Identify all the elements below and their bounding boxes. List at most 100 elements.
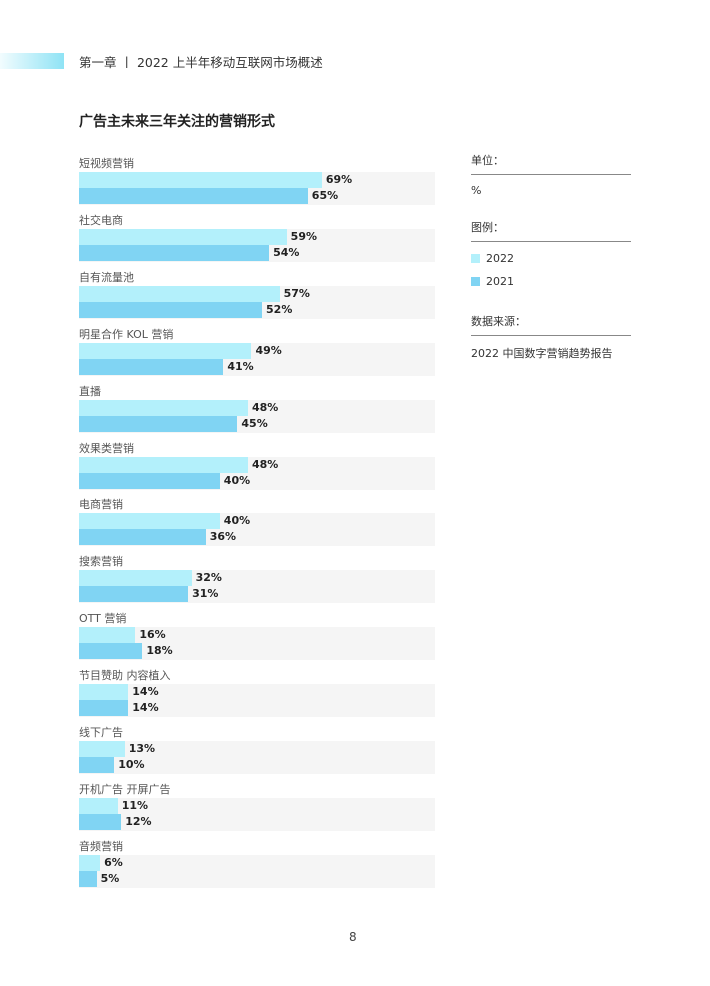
value-label-2022: 48% [251,457,279,471]
bar-2021 [79,813,122,830]
value-label-2022: 69% [325,173,353,186]
category-label: 开机广告 开屏广告 [79,782,171,796]
legend-label-2022: 2022 [486,252,514,265]
value-label-2021: 41% [227,359,254,373]
page-number: 8 [349,930,357,944]
bar-2021 [79,244,270,261]
source-label: 数据来源： [471,315,526,328]
value-label-2022: 40% [223,514,251,528]
category-label: 搜索营销 [79,555,123,569]
value-label-2021: 31% [192,587,219,601]
bar-group: 电商营销 40% 36% [79,491,439,548]
bar-2021 [79,870,97,887]
value-label-2021: 18% [146,644,173,658]
legend-swatch-2021 [471,277,480,286]
bar-2022 [79,285,280,302]
category-label: 社交电商 [79,213,123,227]
bar-group: 搜索营销 32% 31% [79,548,439,605]
value-label-2022: 6% [104,855,123,869]
bar-2021 [79,643,143,660]
category-label: OTT 营销 [79,612,127,626]
source-section: 数据来源： 2022 中国数字营销趋势报告 [471,313,631,361]
unit-divider [471,174,631,175]
value-label-2022: 13% [128,742,156,755]
bar-group: 开机广告 开屏广告 11% 12% [79,776,439,833]
source-value: 2022 中国数字营销趋势报告 [471,347,613,360]
category-label: 效果类营销 [79,441,134,455]
bar-2021 [79,188,308,204]
value-label-2021: 10% [118,758,145,771]
value-label-2021: 45% [241,416,268,430]
bar-track: 32% 31% [79,570,435,604]
bar-2022 [79,342,252,359]
unit-label: 单位： [471,154,504,167]
chapter-header: 第一章 丨 2022 上半年移动互联网市场概述 [79,55,323,70]
legend-item-2021: 2021 [471,275,631,288]
bar-2021 [79,415,238,432]
bar-2022 [79,854,101,871]
bar-2022 [79,570,192,587]
value-label-2022: 48% [251,400,279,414]
bar-2022 [79,513,220,530]
value-label-2022: 16% [139,628,166,642]
value-label-2021: 40% [223,473,251,487]
bar-group: 音频营销 6% 5% [79,833,439,890]
category-label: 自有流量池 [79,270,134,284]
category-label: 音频营销 [79,839,123,853]
bar-2022 [79,684,129,701]
bar-2022 [79,228,287,245]
bar-track: 11% 12% [79,797,435,831]
value-label-2021: 65% [311,189,339,202]
chart-title: 广告主未来三年关注的营销形式 [79,114,275,130]
value-label-2022: 57% [283,286,310,300]
value-label-2021: 14% [132,701,159,715]
value-label-2021: 5% [100,871,120,885]
bar-track: 49% 41% [79,342,435,376]
bar-track: 57% 52% [79,285,435,319]
bar-2021 [79,301,263,318]
value-label-2022: 59% [290,229,318,243]
bar-track: 13% 10% [79,741,435,774]
unit-section: 单位： % [471,152,631,197]
header-accent-bar [0,53,64,69]
value-label-2021: 12% [125,814,152,828]
value-label-2021: 52% [266,302,293,316]
bar-2022 [79,172,322,188]
unit-value: % [471,184,482,197]
category-label: 节目赞助 内容植入 [79,669,171,683]
category-label: 电商营销 [79,498,123,512]
value-label-2022: 11% [121,798,149,812]
bar-2021 [79,586,189,603]
bar-group: 短视频营销 69% 65% [79,150,439,207]
value-label-2021: 54% [273,245,300,259]
value-label-2022: 14% [132,685,159,699]
bar-group: 社交电商 59% 54% [79,207,439,264]
category-label: 明星合作 KOL 营销 [79,327,174,341]
bar-2021 [79,757,115,773]
category-label: 短视频营销 [79,157,134,170]
source-divider [471,335,631,336]
legend-label-2021: 2021 [486,275,514,288]
legend-section: 图例： 2022 2021 [471,219,631,288]
bar-group: 效果类营销 48% 40% [79,435,439,492]
bar-2022 [79,797,118,814]
value-label-2021: 36% [209,530,237,544]
bar-group: 自有流量池 57% 52% [79,264,439,321]
bar-group: 节目赞助 内容植入 14% 14% [79,662,439,719]
bar-2021 [79,358,224,375]
legend-swatch-2022 [471,254,480,263]
bar-track: 40% 36% [79,513,435,547]
value-label-2022: 49% [255,343,282,357]
bar-2021 [79,529,206,546]
bar-track: 69% 65% [79,172,435,205]
bar-2022 [79,627,136,644]
legend-item-2022: 2022 [471,252,631,265]
bar-track: 48% 40% [79,456,435,490]
value-label-2022: 32% [195,571,222,585]
bar-group: 明星合作 KOL 营销 49% 41% [79,321,439,378]
bar-track: 48% 45% [79,399,435,433]
legend-divider [471,241,631,242]
bar-2021 [79,472,220,489]
bar-group: OTT 营销 16% 18% [79,605,439,662]
bar-track: 14% 14% [79,684,435,718]
